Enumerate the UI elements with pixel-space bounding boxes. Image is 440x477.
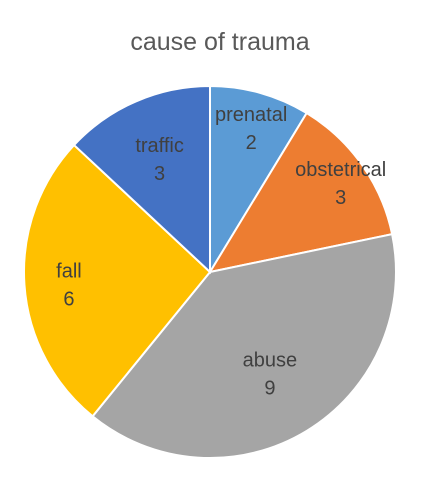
pie-slice-prenatal: [209, 84, 309, 276]
pie-slice-fall: [23, 143, 212, 418]
slice-value-prenatal: 2: [246, 132, 257, 154]
pie-slice-obstetrical: [207, 111, 394, 274]
slice-value-abuse: 9: [264, 378, 275, 400]
slice-label-abuse: abuse: [243, 350, 298, 372]
slice-label-traffic: traffic: [135, 135, 184, 157]
pie-slice-abuse: [91, 232, 397, 459]
slice-label-prenatal: prenatal: [215, 104, 287, 126]
slice-label-obstetrical: obstetrical: [295, 159, 386, 181]
slice-value-traffic: 3: [154, 163, 165, 185]
chart-title: cause of trauma: [130, 28, 310, 56]
slice-value-fall: 6: [63, 289, 74, 311]
pie-slice-traffic: [72, 84, 211, 275]
slice-label-fall: fall: [56, 261, 82, 283]
slice-value-obstetrical: 3: [335, 187, 346, 209]
